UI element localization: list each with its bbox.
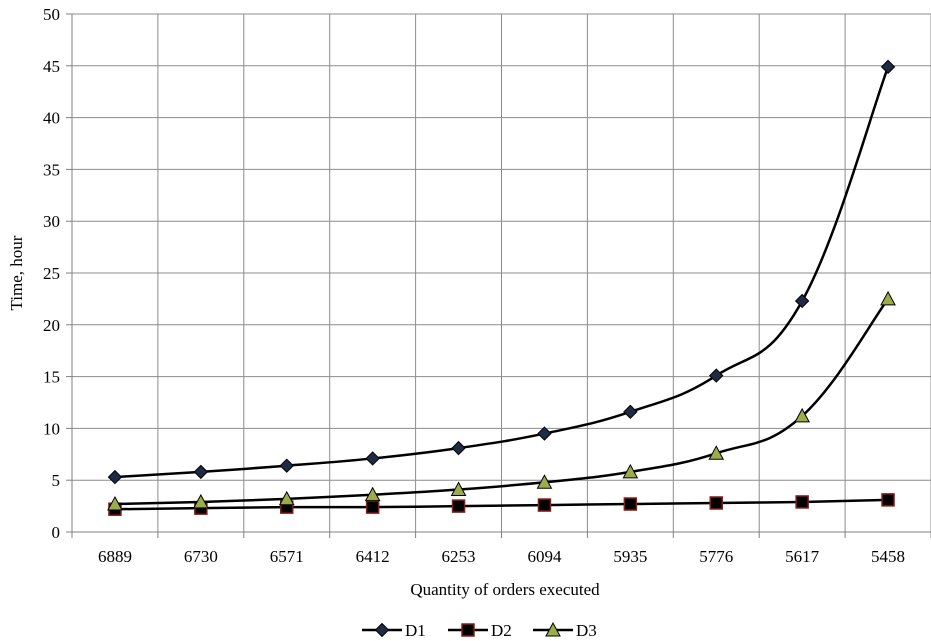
y-tick-label: 45 xyxy=(43,57,60,76)
data-point-d2 xyxy=(709,496,723,510)
data-point-d3 xyxy=(193,493,209,509)
legend-item-d3: D3 xyxy=(533,621,597,640)
legend-label: D1 xyxy=(405,621,426,640)
legend-marker xyxy=(461,623,475,637)
data-point-d1 xyxy=(279,458,294,473)
data-point-d3 xyxy=(622,463,639,479)
data-point-d2 xyxy=(451,499,466,513)
x-tick-label: 6889 xyxy=(98,547,132,566)
data-point-d3 xyxy=(536,474,553,489)
y-tick-label: 20 xyxy=(43,316,60,335)
data-point-d3 xyxy=(364,486,381,502)
y-tick-label: 35 xyxy=(43,160,60,179)
data-point-d2 xyxy=(881,493,895,507)
data-point-d2 xyxy=(365,500,380,514)
legend-label: D2 xyxy=(491,621,512,640)
y-axis-label: Time, hour xyxy=(7,235,26,310)
y-tick-labels: 0 5 10 15 20 25 30 35 40 45 50 xyxy=(43,5,60,542)
data-point-d3 xyxy=(708,445,725,460)
x-tick-label: 5776 xyxy=(699,547,733,566)
y-tick-label: 0 xyxy=(52,523,61,542)
x-tick-label: 6094 xyxy=(527,547,562,566)
data-point-d1 xyxy=(794,293,810,309)
y-tick-label: 50 xyxy=(43,5,60,24)
grid-lines xyxy=(71,13,931,533)
y-tick-label: 25 xyxy=(43,264,60,283)
legend-label: D3 xyxy=(576,621,597,640)
legend-marker xyxy=(374,622,390,638)
x-tick-label: 5617 xyxy=(785,547,820,566)
data-point-d3 xyxy=(450,481,467,496)
series-line-d2 xyxy=(114,498,889,511)
x-tick-label: 6730 xyxy=(184,547,218,566)
data-point-d3 xyxy=(107,495,123,511)
y-tick-label: 10 xyxy=(43,419,60,438)
data-point-d2 xyxy=(795,495,809,509)
y-tick-label: 15 xyxy=(43,368,60,387)
x-tick-label: 5458 xyxy=(871,547,905,566)
x-tick-label: 6571 xyxy=(270,547,304,566)
x-axis-label: Quantity of orders executed xyxy=(410,580,600,599)
data-point-d3 xyxy=(880,290,896,306)
data-point-d1 xyxy=(537,426,552,441)
series-d3 xyxy=(107,290,896,511)
data-point-d1 xyxy=(365,451,380,466)
y-tick-label: 40 xyxy=(43,109,60,128)
series-d1 xyxy=(107,59,896,485)
legend-marker xyxy=(545,621,561,637)
x-tick-label: 6412 xyxy=(356,547,390,566)
series-group xyxy=(107,59,896,516)
legend: D1 D2 D3 xyxy=(362,621,597,640)
data-point-d1 xyxy=(623,404,638,420)
data-point-d2 xyxy=(537,498,552,512)
data-point-d1 xyxy=(193,464,209,480)
legend-item-d2: D2 xyxy=(448,621,512,640)
legend-item-d1: D1 xyxy=(362,621,426,640)
data-point-d1 xyxy=(451,440,466,456)
data-point-d3 xyxy=(278,490,295,506)
data-point-d3 xyxy=(794,407,810,423)
y-tick-label: 5 xyxy=(52,471,61,490)
x-tick-labels: 6889 6730 6571 6412 6253 6094 5935 5776 5617 5458 xyxy=(98,547,905,566)
y-tick-label: 30 xyxy=(43,212,60,231)
series-line-d1 xyxy=(114,66,890,479)
data-point-d1 xyxy=(709,368,724,383)
axes xyxy=(66,13,931,538)
series-line-d3 xyxy=(114,298,890,506)
data-point-d1 xyxy=(880,59,896,75)
x-tick-label: 5935 xyxy=(613,547,647,566)
data-point-d2 xyxy=(623,497,638,511)
data-point-d1 xyxy=(107,469,123,485)
x-tick-label: 6253 xyxy=(442,547,476,566)
